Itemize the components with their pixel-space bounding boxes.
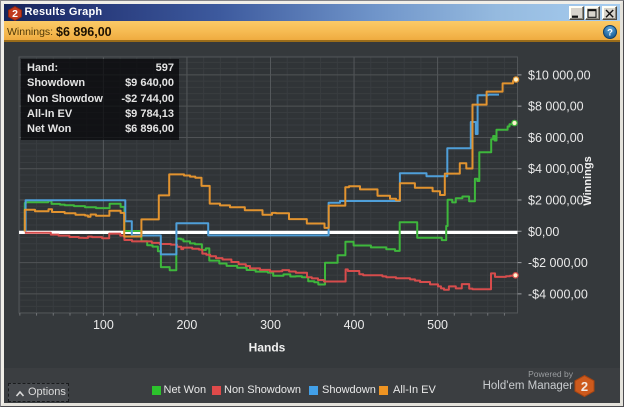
svg-text:100: 100	[93, 318, 114, 332]
svg-text:$0,00: $0,00	[528, 225, 559, 239]
svg-text:$2 000,00: $2 000,00	[528, 194, 584, 208]
svg-text:$8 000,00: $8 000,00	[528, 100, 584, 114]
svg-text:Winnings: Winnings	[582, 156, 594, 205]
svg-text:2: 2	[12, 8, 18, 20]
svg-text:400: 400	[344, 318, 365, 332]
svg-text:-$2 000,00: -$2 000,00	[528, 256, 588, 270]
svg-text:$10 000,00: $10 000,00	[528, 68, 591, 82]
svg-text:200: 200	[176, 318, 197, 332]
svg-text:-$4 000,00: -$4 000,00	[528, 287, 588, 301]
svg-text:Hands: Hands	[249, 341, 286, 355]
svg-text:$4 000,00: $4 000,00	[528, 162, 584, 176]
svg-text:500: 500	[427, 318, 448, 332]
svg-text:$6 000,00: $6 000,00	[528, 131, 584, 145]
svg-text:?: ?	[607, 27, 613, 38]
svg-text:2: 2	[580, 379, 587, 394]
svg-text:300: 300	[260, 318, 281, 332]
